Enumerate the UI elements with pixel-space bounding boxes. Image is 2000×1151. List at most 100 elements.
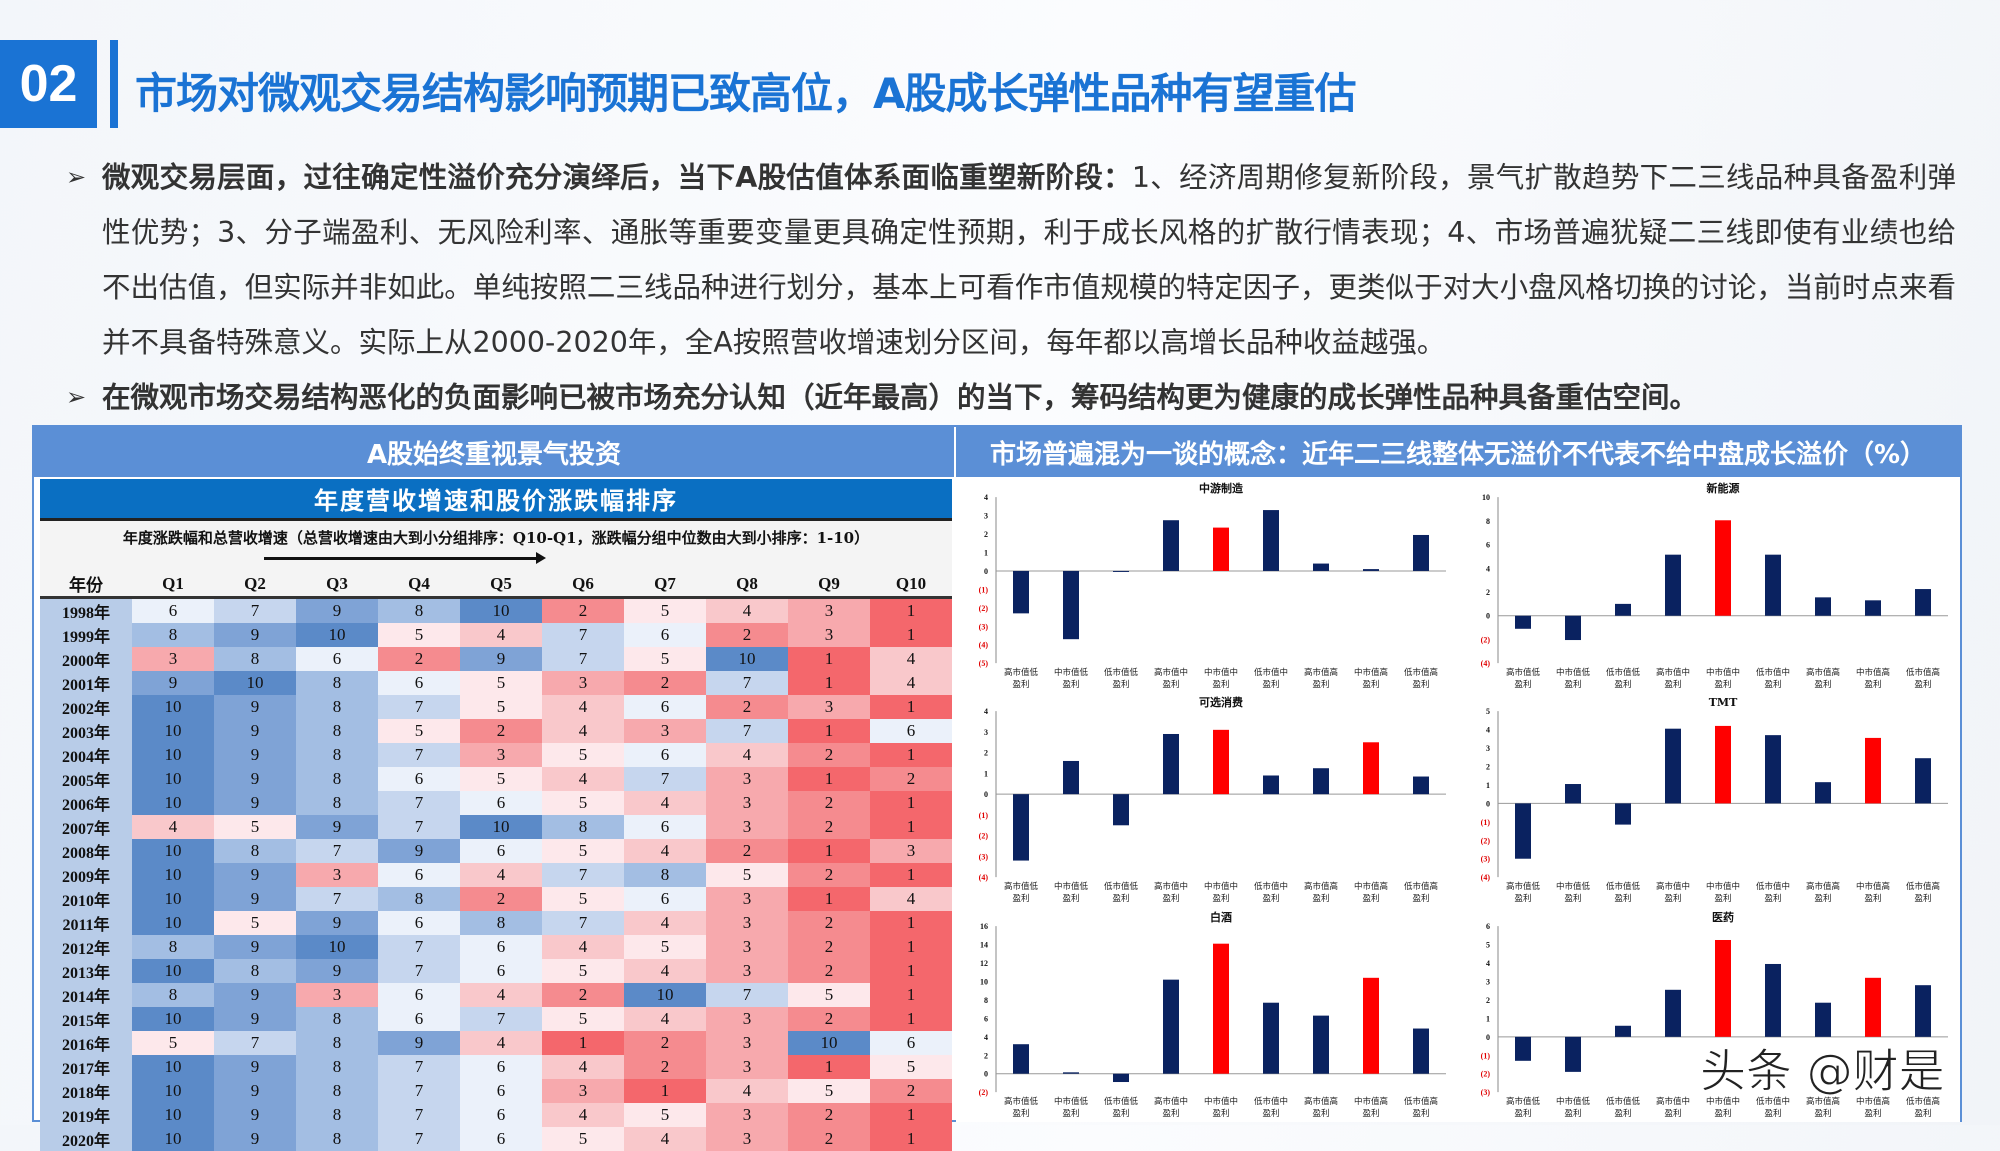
x-tick-label: 盈利	[1514, 679, 1531, 690]
x-tick-label: 中市值中	[1706, 1096, 1740, 1107]
x-tick-label: 盈利	[1112, 679, 1129, 690]
y-tick-label: (2)	[1481, 837, 1491, 846]
rank-cell: 7	[378, 1079, 460, 1103]
y-tick-label: 0	[1486, 1032, 1490, 1041]
left-panel-header: A股始终重视景气投资	[34, 427, 954, 477]
rank-cell: 6	[870, 1031, 952, 1055]
y-tick-label: (3)	[1481, 1088, 1491, 1097]
rank-cell: 8	[296, 671, 378, 695]
arrow-bullet-icon: ➢	[66, 383, 87, 411]
y-tick-label: 2	[984, 749, 988, 758]
x-tick-label: 中市值低	[1054, 667, 1089, 678]
x-tick-label: 盈利	[1814, 1108, 1831, 1119]
rank-cell: 9	[214, 719, 296, 743]
y-tick-label: 3	[984, 512, 988, 521]
rank-cell: 2	[788, 1007, 870, 1031]
x-tick-label: 高市值中	[1154, 1096, 1188, 1107]
rank-cell: 9	[296, 911, 378, 935]
x-tick-label: 盈利	[1412, 679, 1429, 690]
page-title: 市场对微观交易结构影响预期已致高位，A股成长弹性品种有望重估	[135, 69, 1357, 118]
rank-cell: 6	[460, 1103, 542, 1127]
rank-cell: 3	[706, 1055, 788, 1079]
rank-cell: 5	[706, 863, 788, 887]
bar	[1865, 738, 1881, 804]
y-tick-label: (2)	[1481, 635, 1491, 644]
x-tick-label: 低市值中	[1756, 1096, 1790, 1107]
x-tick-label: 盈利	[1664, 679, 1681, 690]
rank-cell: 5	[542, 791, 624, 815]
x-tick-label: 盈利	[1564, 893, 1581, 904]
x-tick-label: 盈利	[1262, 893, 1279, 904]
rank-cell: 9	[214, 695, 296, 719]
rank-cell: 4	[624, 911, 706, 935]
x-tick-label: 盈利	[1714, 1108, 1731, 1119]
rank-cell: 4	[706, 597, 788, 623]
column-header: Q2	[214, 571, 296, 599]
bar	[1413, 1028, 1429, 1074]
bar	[1715, 939, 1731, 1037]
x-tick-label: 盈利	[1864, 893, 1881, 904]
rank-cell: 2	[706, 623, 788, 647]
y-tick-label: 6	[984, 1014, 988, 1023]
rank-cell: 8	[132, 623, 214, 647]
y-tick-label: (4)	[979, 641, 989, 650]
rank-cell: 3	[296, 863, 378, 887]
rank-cell: 4	[460, 1031, 542, 1055]
year-cell: 2011年	[40, 911, 132, 935]
column-header: Q10	[870, 571, 952, 599]
x-tick-label: 盈利	[1864, 679, 1881, 690]
rank-cell: 6	[460, 935, 542, 959]
rank-cell: 5	[214, 911, 296, 935]
rank-cell: 4	[706, 743, 788, 767]
table-row: 1999年 8 9 10 5 4 7 6 2 3 1	[40, 623, 952, 647]
column-header: Q8	[706, 571, 788, 599]
bar-chart: 白酒 16 14 12 10 8 6 4 2 0 (2) 高市值低 盈利 中市值低 盈利 低市值低 盈利 高市值中…	[956, 908, 1458, 1122]
x-tick-label: 盈利	[1112, 893, 1129, 904]
rank-cell: 8	[296, 1103, 378, 1127]
x-tick-label: 高市值中	[1656, 667, 1690, 678]
arrow-right-icon	[264, 552, 546, 564]
rank-cell: 3	[706, 791, 788, 815]
rank-cell: 9	[296, 959, 378, 983]
bar	[1665, 989, 1681, 1037]
chart-title: 医药	[1712, 910, 1734, 924]
rank-cell: 1	[542, 1031, 624, 1055]
rank-cell: 4	[542, 767, 624, 791]
rank-cell: 1	[870, 1007, 952, 1031]
figure-panel: A股始终重视景气投资 市场普遍混为一谈的概念：近年二三线整体无溢价不代表不给中盘…	[32, 425, 1962, 1151]
bar	[1213, 527, 1229, 571]
bar	[1515, 615, 1531, 629]
rank-cell: 8	[296, 1127, 378, 1151]
y-tick-label: (2)	[979, 1088, 989, 1097]
chart-title: TMT	[1709, 696, 1738, 709]
rank-cell: 1	[870, 623, 952, 647]
y-tick-label: (3)	[979, 622, 989, 631]
rank-cell: 6	[378, 1007, 460, 1031]
bar	[1765, 963, 1781, 1037]
y-tick-label: 6	[1486, 541, 1490, 550]
bar	[1113, 570, 1129, 572]
bar	[1063, 570, 1079, 640]
rank-cell: 3	[706, 959, 788, 983]
rank-cell: 7	[542, 863, 624, 887]
y-tick-label: (1)	[979, 585, 989, 594]
rank-cell: 3	[542, 671, 624, 695]
x-tick-label: 中市值高	[1354, 881, 1388, 892]
year-cell: 2010年	[40, 887, 132, 911]
rank-cell: 3	[706, 887, 788, 911]
rank-cell: 4	[542, 695, 624, 719]
x-tick-label: 高市值低	[1506, 881, 1541, 892]
x-tick-label: 盈利	[1162, 893, 1179, 904]
rank-cell: 7	[542, 647, 624, 671]
x-tick-label: 中市值低	[1556, 881, 1591, 892]
bar	[1363, 977, 1379, 1074]
bar	[1113, 1073, 1129, 1082]
rank-cell: 8	[296, 791, 378, 815]
heatmap-table: 年份 Q1 Q2 Q3 Q4 Q5 Q6 Q7 Q8 Q9 Q10 1998年 6 7 9 8 10 2 5 4 3 1 1…	[40, 571, 952, 1151]
x-tick-label: 中市值低	[1556, 1096, 1591, 1107]
rank-cell: 4	[460, 983, 542, 1007]
x-tick-label: 盈利	[1312, 1108, 1329, 1119]
x-tick-label: 盈利	[1412, 893, 1429, 904]
bar-chart: 医药 6 5 4 3 2 1 0 (1) (2) (3) 高市值低 盈利 中市值低 盈利 低市值低 盈利 高市值中…	[1458, 908, 1960, 1122]
bullet-2: ➢ 在微观市场交易结构恶化的负面影响已被市场充分认知（近年最高）的当下，筹码结构…	[66, 370, 1956, 425]
